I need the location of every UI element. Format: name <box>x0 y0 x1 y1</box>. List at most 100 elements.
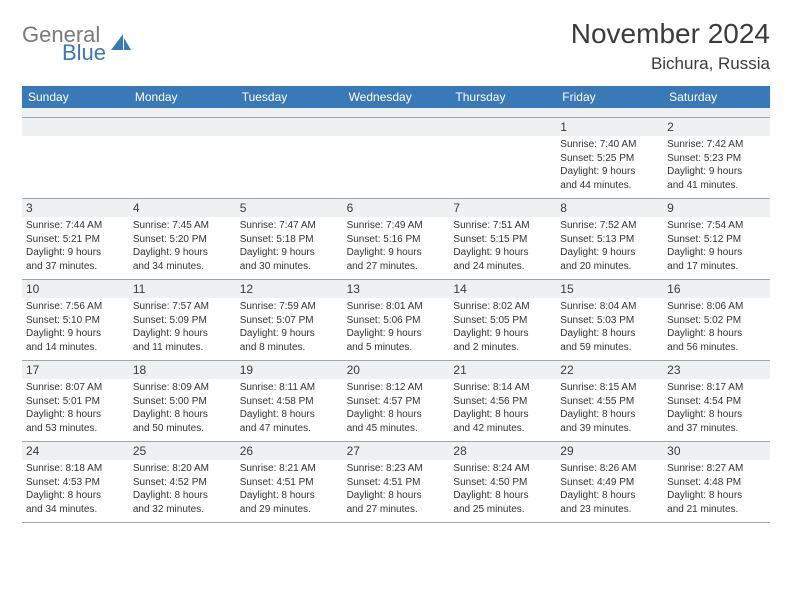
logo-text: General Blue <box>22 24 106 64</box>
daylight2-line: and 45 minutes. <box>347 422 446 436</box>
week-row: .....1Sunrise: 7:40 AMSunset: 5:25 PMDay… <box>22 118 770 199</box>
location: Bichura, Russia <box>571 54 770 74</box>
day-cell: 18Sunrise: 8:09 AMSunset: 5:00 PMDayligh… <box>129 361 236 441</box>
sunrise-line: Sunrise: 8:21 AM <box>240 462 339 476</box>
dayname-fri: Friday <box>556 86 663 108</box>
day-info: Sunrise: 8:15 AMSunset: 4:55 PMDaylight:… <box>560 381 659 435</box>
day-info: Sunrise: 7:59 AMSunset: 5:07 PMDaylight:… <box>240 300 339 354</box>
daylight2-line: and 30 minutes. <box>240 260 339 274</box>
sunset-line: Sunset: 5:23 PM <box>667 152 766 166</box>
daylight2-line: and 34 minutes. <box>133 260 232 274</box>
daylight1-line: Daylight: 9 hours <box>667 165 766 179</box>
daylight2-line: and 11 minutes. <box>133 341 232 355</box>
day-number: 29 <box>556 442 663 460</box>
day-cell: 23Sunrise: 8:17 AMSunset: 4:54 PMDayligh… <box>663 361 770 441</box>
sunset-line: Sunset: 5:10 PM <box>26 314 125 328</box>
day-number: . <box>236 118 343 136</box>
sunset-line: Sunset: 5:16 PM <box>347 233 446 247</box>
day-info: Sunrise: 8:02 AMSunset: 5:05 PMDaylight:… <box>453 300 552 354</box>
sunrise-line: Sunrise: 7:59 AM <box>240 300 339 314</box>
sunset-line: Sunset: 5:25 PM <box>560 152 659 166</box>
daylight2-line: and 37 minutes. <box>26 260 125 274</box>
sunset-line: Sunset: 5:12 PM <box>667 233 766 247</box>
daylight1-line: Daylight: 8 hours <box>560 327 659 341</box>
daylight1-line: Daylight: 9 hours <box>667 246 766 260</box>
daylight1-line: Daylight: 9 hours <box>133 246 232 260</box>
daylight2-line: and 17 minutes. <box>667 260 766 274</box>
spacer-row <box>22 108 770 118</box>
day-number: 5 <box>236 199 343 217</box>
page: General Blue November 2024 Bichura, Russ… <box>0 0 792 523</box>
day-number: 8 <box>556 199 663 217</box>
sail-icon <box>111 34 131 57</box>
daylight2-line: and 44 minutes. <box>560 179 659 193</box>
day-info: Sunrise: 7:42 AMSunset: 5:23 PMDaylight:… <box>667 138 766 192</box>
day-number: 26 <box>236 442 343 460</box>
day-cell: 6Sunrise: 7:49 AMSunset: 5:16 PMDaylight… <box>343 199 450 279</box>
daylight1-line: Daylight: 9 hours <box>240 327 339 341</box>
daylight2-line: and 50 minutes. <box>133 422 232 436</box>
day-info: Sunrise: 8:04 AMSunset: 5:03 PMDaylight:… <box>560 300 659 354</box>
day-cell: 8Sunrise: 7:52 AMSunset: 5:13 PMDaylight… <box>556 199 663 279</box>
day-cell: 5 Sunrise: 7:47 AMSunset: 5:18 PMDaylight… <box>236 199 343 279</box>
day-info: Sunrise: 7:51 AMSunset: 5:15 PMDaylight:… <box>453 219 552 273</box>
day-number: 1 <box>556 118 663 136</box>
day-cell: . <box>343 118 450 198</box>
day-info: Sunrise: 7:56 AMSunset: 5:10 PMDaylight:… <box>26 300 125 354</box>
dayname-sat: Saturday <box>663 86 770 108</box>
daylight2-line: and 20 minutes. <box>560 260 659 274</box>
week-row: 24Sunrise: 8:18 AMSunset: 4:53 PMDayligh… <box>22 442 770 523</box>
daylight2-line: and 59 minutes. <box>560 341 659 355</box>
daylight1-line: Daylight: 9 hours <box>26 327 125 341</box>
day-cell: 19Sunrise: 8:11 AMSunset: 4:58 PMDayligh… <box>236 361 343 441</box>
day-cell: 7Sunrise: 7:51 AMSunset: 5:15 PMDaylight… <box>449 199 556 279</box>
day-number: 3 <box>22 199 129 217</box>
sunset-line: Sunset: 5:01 PM <box>26 395 125 409</box>
sunrise-line: Sunrise: 7:40 AM <box>560 138 659 152</box>
day-info: Sunrise: 7:49 AMSunset: 5:16 PMDaylight:… <box>347 219 446 273</box>
sunrise-line: Sunrise: 7:42 AM <box>667 138 766 152</box>
sunset-line: Sunset: 5:05 PM <box>453 314 552 328</box>
day-info: Sunrise: 8:14 AMSunset: 4:56 PMDaylight:… <box>453 381 552 435</box>
daylight2-line: and 42 minutes. <box>453 422 552 436</box>
calendar: Sunday Monday Tuesday Wednesday Thursday… <box>22 86 770 523</box>
day-cell: . <box>236 118 343 198</box>
sunrise-line: Sunrise: 8:09 AM <box>133 381 232 395</box>
day-cell: 26 Sunrise: 8:21 AMSunset: 4:51 PMDayligh… <box>236 442 343 522</box>
daylight1-line: Daylight: 8 hours <box>240 489 339 503</box>
day-cell: 15Sunrise: 8:04 AMSunset: 5:03 PMDayligh… <box>556 280 663 360</box>
daylight2-line: and 27 minutes. <box>347 260 446 274</box>
day-cell: 27Sunrise: 8:23 AMSunset: 4:51 PMDayligh… <box>343 442 450 522</box>
day-info: Sunrise: 7:47 AMSunset: 5:18 PMDaylight:… <box>240 219 339 273</box>
day-info: Sunrise: 8:21 AMSunset: 4:51 PMDaylight:… <box>240 462 339 516</box>
sunset-line: Sunset: 4:53 PM <box>26 476 125 490</box>
weeks: .....1Sunrise: 7:40 AMSunset: 5:25 PMDay… <box>22 118 770 523</box>
daylight1-line: Daylight: 8 hours <box>453 489 552 503</box>
day-cell: 22Sunrise: 8:15 AMSunset: 4:55 PMDayligh… <box>556 361 663 441</box>
day-cell: 25Sunrise: 8:20 AMSunset: 4:52 PMDayligh… <box>129 442 236 522</box>
daylight1-line: Daylight: 8 hours <box>133 408 232 422</box>
day-cell: . <box>449 118 556 198</box>
day-info: Sunrise: 8:20 AMSunset: 4:52 PMDaylight:… <box>133 462 232 516</box>
daylight2-line: and 47 minutes. <box>240 422 339 436</box>
daylight2-line: and 39 minutes. <box>560 422 659 436</box>
sunset-line: Sunset: 5:07 PM <box>240 314 339 328</box>
day-cell: 10Sunrise: 7:56 AMSunset: 5:10 PMDayligh… <box>22 280 129 360</box>
sunset-line: Sunset: 4:57 PM <box>347 395 446 409</box>
sunset-line: Sunset: 5:13 PM <box>560 233 659 247</box>
sunrise-line: Sunrise: 8:20 AM <box>133 462 232 476</box>
day-info: Sunrise: 8:06 AMSunset: 5:02 PMDaylight:… <box>667 300 766 354</box>
sunset-line: Sunset: 4:51 PM <box>347 476 446 490</box>
daylight1-line: Daylight: 8 hours <box>560 489 659 503</box>
daylight2-line: and 32 minutes. <box>133 503 232 517</box>
sunrise-line: Sunrise: 8:12 AM <box>347 381 446 395</box>
day-number: 24 <box>22 442 129 460</box>
day-info: Sunrise: 8:23 AMSunset: 4:51 PMDaylight:… <box>347 462 446 516</box>
sunrise-line: Sunrise: 8:06 AM <box>667 300 766 314</box>
day-number: . <box>129 118 236 136</box>
day-number: 16 <box>663 280 770 298</box>
dayname-wed: Wednesday <box>343 86 450 108</box>
day-cell: 14Sunrise: 8:02 AMSunset: 5:05 PMDayligh… <box>449 280 556 360</box>
day-number: 18 <box>129 361 236 379</box>
sunrise-line: Sunrise: 8:26 AM <box>560 462 659 476</box>
